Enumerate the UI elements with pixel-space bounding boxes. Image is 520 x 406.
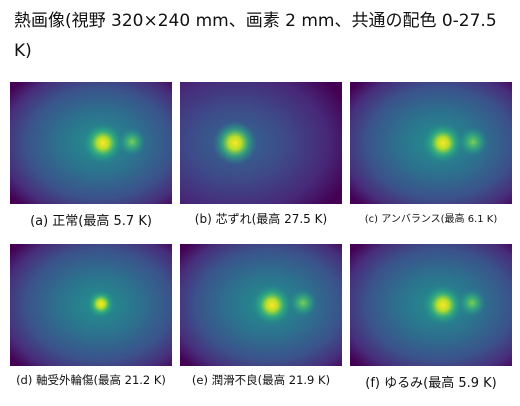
caption: (f) ゆるみ(最高 5.9 K) [365,376,497,391]
thermal-image [10,82,172,204]
thermal-image [10,244,172,366]
caption: (e) 潤滑不良(最高 21.9 K) [191,373,331,387]
caption: (a) 正常(最高 5.7 K) [30,214,152,229]
thermal-image [350,82,512,204]
panel: (a) 正常(最高 5.7 K) [10,82,172,229]
caption: (d) 軸受外輪傷(最高 21.2 K) [16,373,166,387]
panel: (d) 軸受外輪傷(最高 21.2 K) [10,244,172,388]
panel: (f) ゆるみ(最高 5.9 K) [350,244,512,391]
thermal-image [350,244,512,366]
thermal-image [180,82,342,204]
title: 熱画像(視野 320×240 mm、画素 2 mm、共通の配色 0-27.5 K… [14,11,497,61]
thermal-image [180,244,342,366]
caption: (c) アンバランス(最高 6.1 K) [364,214,498,225]
panel: (c) アンバランス(最高 6.1 K) [350,82,512,225]
panel: (b) 芯ずれ(最高 27.5 K) [180,82,342,227]
caption: (b) 芯ずれ(最高 27.5 K) [194,212,328,226]
panel: (e) 潤滑不良(最高 21.9 K) [180,244,342,388]
